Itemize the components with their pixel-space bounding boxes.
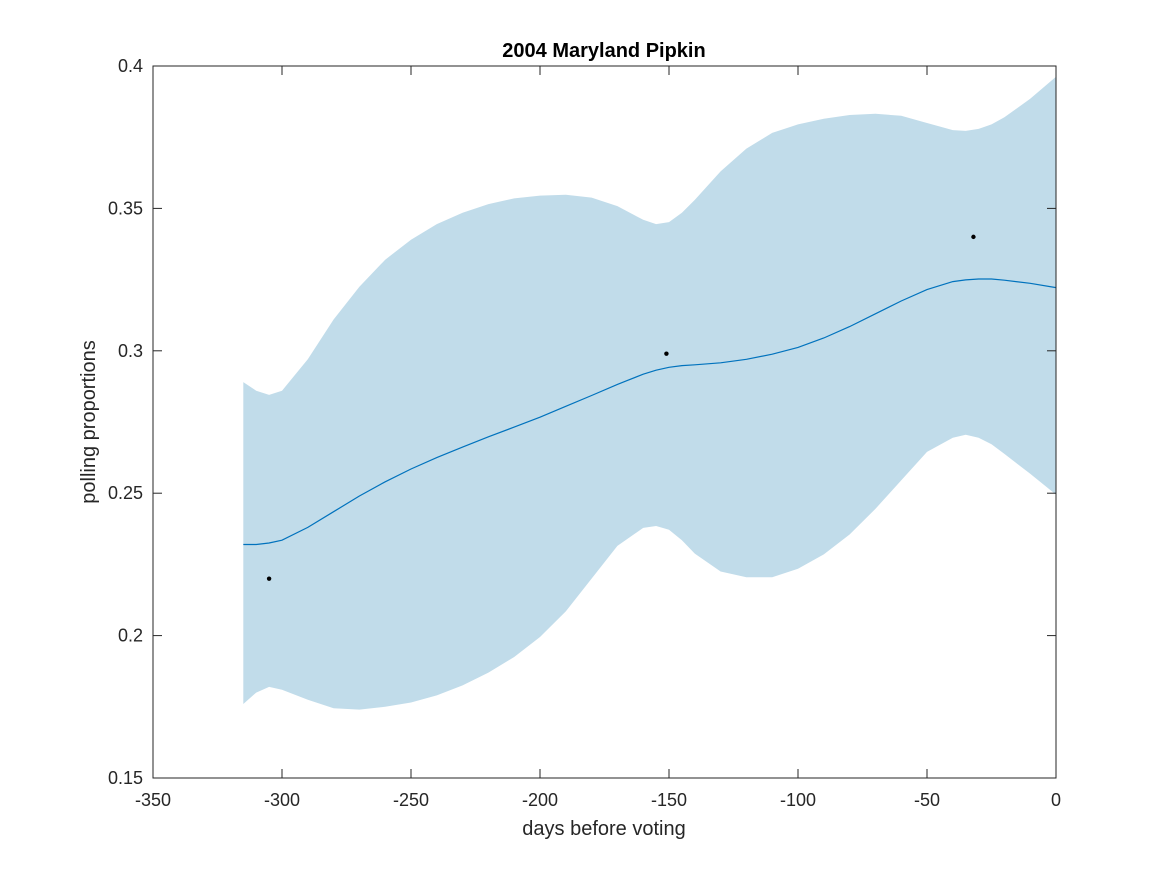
x-tick-label: -100 bbox=[780, 790, 816, 810]
x-tick-label: -350 bbox=[135, 790, 171, 810]
mean-line bbox=[243, 278, 1057, 546]
axes-box bbox=[152, 65, 1057, 779]
y-tick-label: 0.25 bbox=[108, 483, 143, 503]
confidence-band bbox=[243, 76, 1057, 710]
x-tick-label: -250 bbox=[393, 790, 429, 810]
poll-point bbox=[266, 576, 272, 581]
poll-point bbox=[971, 234, 976, 240]
y-axis-label: polling proportions bbox=[78, 340, 100, 503]
poll-point bbox=[664, 351, 669, 356]
x-tick-label: -150 bbox=[651, 790, 687, 810]
x-axis-label: days before voting bbox=[522, 818, 685, 840]
x-tick-label: 0 bbox=[1051, 790, 1061, 810]
y-tick-label: 0.35 bbox=[108, 198, 143, 218]
y-tick-label: 0.4 bbox=[118, 56, 143, 76]
x-tick-label: -200 bbox=[522, 790, 558, 810]
y-tick-label: 0.3 bbox=[118, 341, 143, 361]
chart-title: 2004 Maryland Pipkin bbox=[502, 40, 705, 62]
y-tick-label: 0.15 bbox=[108, 768, 143, 788]
axes: -350 -300 -250 -200 -150 -100 -50 0 0.15 0.2 0.25 0… bbox=[108, 56, 1061, 810]
plot-area bbox=[243, 76, 1057, 710]
x-tick-label: -300 bbox=[264, 790, 300, 810]
x-tick-label: -50 bbox=[914, 790, 940, 810]
y-tick-label: 0.2 bbox=[118, 626, 143, 646]
